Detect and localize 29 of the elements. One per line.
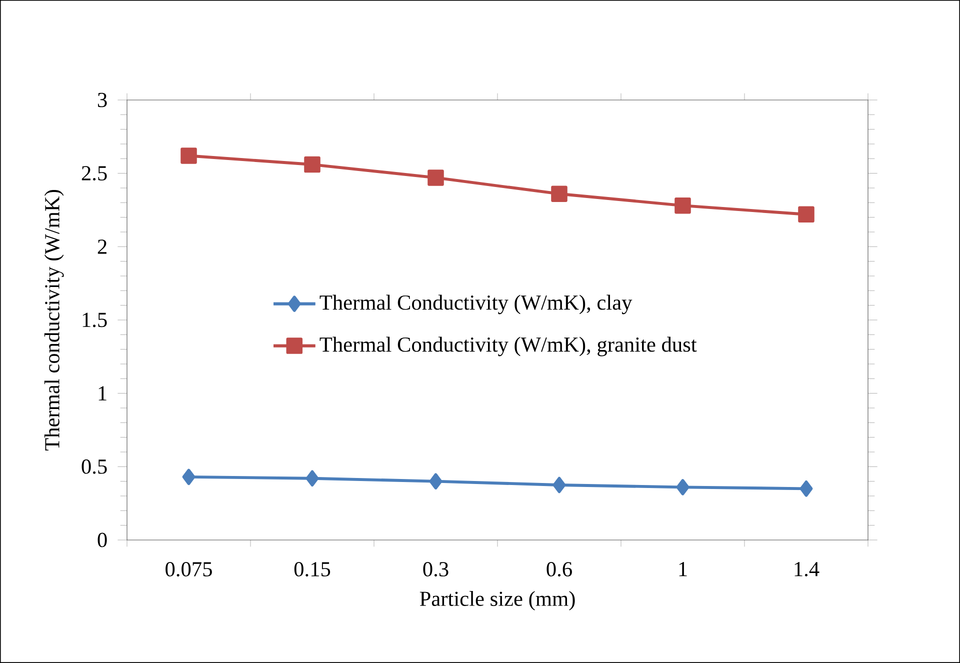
point — [304, 156, 320, 173]
x-tick-label: 0.6 — [546, 562, 572, 577]
y-tick-label: 1.5 — [82, 312, 107, 328]
y-tick-label: 1 — [98, 386, 106, 400]
x-tick-label: 0.075 — [166, 562, 212, 577]
legend-label: Thermal Conductivity (W/mK), clay — [320, 294, 632, 314]
point — [674, 197, 691, 214]
y-axis-title: Thermal conductivity (W/mK) — [44, 190, 64, 451]
x-axis-title: Particle size (mm) — [420, 591, 575, 610]
point — [552, 476, 566, 494]
legend-label: Thermal Conductivity (W/mK), granite dust — [320, 336, 697, 356]
point — [551, 186, 568, 202]
point — [306, 470, 319, 487]
y-tick-label: 3 — [98, 92, 107, 108]
point — [182, 468, 196, 486]
y-tick-label: 2 — [98, 240, 106, 254]
x-tick-label: 0.3 — [423, 562, 448, 577]
y-tick-label: 0 — [98, 532, 107, 548]
point — [180, 148, 197, 164]
x-tick-label: 1.4 — [794, 562, 820, 576]
point — [428, 170, 444, 186]
point — [800, 480, 813, 497]
point — [429, 473, 442, 490]
x-tick-label: 1 — [679, 562, 687, 576]
point — [798, 206, 814, 223]
x-tick-label: 0.15 — [294, 562, 330, 577]
y-tick-label: 0.5 — [82, 459, 107, 474]
y-tick-label: 2.5 — [82, 166, 107, 181]
point — [676, 479, 690, 496]
